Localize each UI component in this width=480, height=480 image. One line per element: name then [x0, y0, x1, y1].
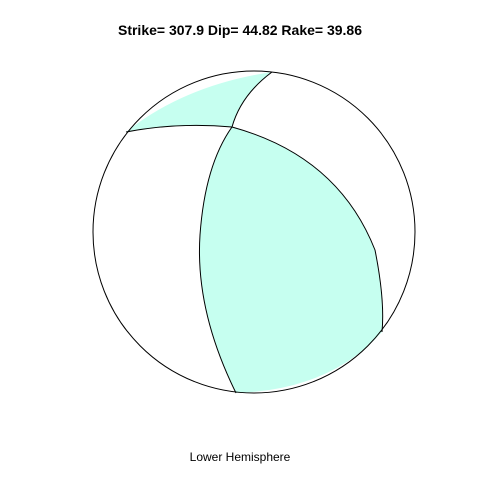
- nodal-plane-1: [199, 71, 273, 394]
- plot-title: Strike= 307.9 Dip= 44.82 Rake= 39.86: [117, 22, 362, 38]
- compression-quadrant-main: [199, 127, 383, 393]
- hemisphere-caption: Lower Hemisphere: [189, 450, 291, 464]
- nodal-plane-2: [125, 124, 384, 333]
- focal-sphere-outline: [92, 70, 416, 394]
- compression-quadrant-upper: [126, 72, 272, 132]
